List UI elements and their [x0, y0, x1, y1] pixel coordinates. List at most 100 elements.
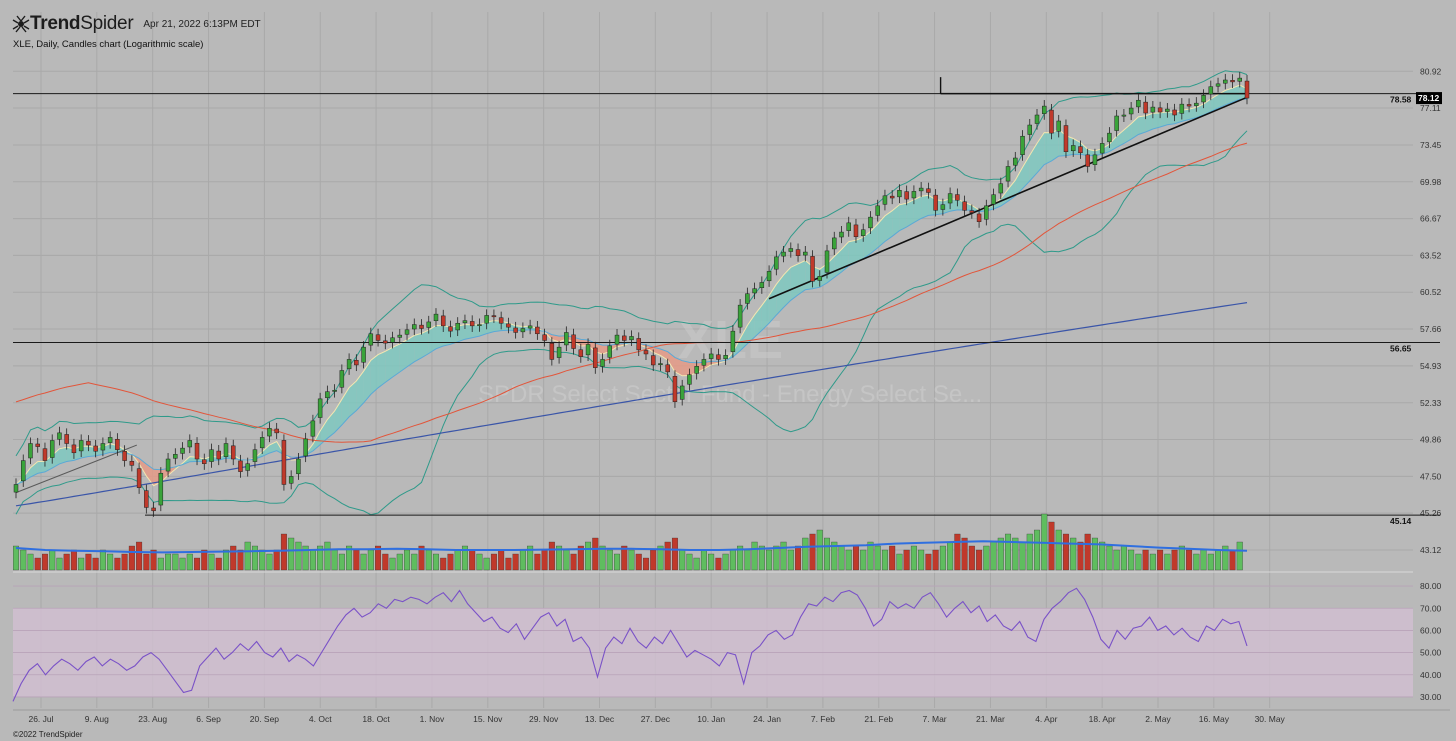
volume-bar — [679, 549, 686, 571]
candle-body — [1143, 101, 1148, 114]
candle-body — [136, 468, 142, 488]
candle-body — [904, 191, 909, 200]
watermark: XLE SPDR Select Sector Fund - Energy Sel… — [478, 310, 982, 408]
current-price-tag: 78.12 — [1416, 92, 1442, 105]
candle-body — [622, 335, 627, 341]
volume-bar — [577, 545, 584, 571]
volume-bar — [382, 553, 389, 571]
volume-bar — [280, 533, 287, 571]
candle-body — [469, 321, 475, 327]
volume-bar — [614, 553, 620, 571]
rsi-tick-label: 50.00 — [1420, 648, 1442, 658]
candle-body — [158, 472, 164, 506]
volume-bar — [519, 549, 526, 571]
volume-bar — [816, 529, 823, 571]
candle-body — [223, 443, 229, 457]
cloud-segment — [732, 338, 741, 357]
candle-body — [766, 271, 772, 282]
volume-bar — [1012, 537, 1019, 571]
candle-body — [875, 205, 880, 216]
candle-body — [1208, 86, 1214, 95]
date-tick-label: 2. May — [1145, 714, 1171, 724]
candle-body — [86, 440, 91, 446]
candle-body — [998, 183, 1004, 194]
candle-body — [180, 447, 185, 454]
volume-bar — [1070, 537, 1077, 571]
cloud-segment — [320, 419, 328, 445]
candle-body — [440, 315, 446, 327]
volume-bar — [737, 545, 744, 571]
candle-body — [897, 190, 902, 198]
price-tick-label: 80.92 — [1420, 66, 1442, 76]
cloud-segment — [1022, 155, 1030, 189]
volume-bar — [223, 549, 229, 571]
candle-body — [527, 325, 533, 329]
candle-body — [1157, 107, 1163, 113]
trendlines[interactable] — [15, 77, 1248, 494]
cloud-segment — [870, 224, 878, 254]
candle-body — [491, 315, 497, 318]
volume-bar — [722, 553, 729, 571]
volume-bar — [324, 541, 331, 571]
volume-bar — [1048, 521, 1055, 571]
cloud-segment — [877, 215, 885, 248]
cloud-segment — [1189, 107, 1197, 120]
cloud-segment — [653, 347, 661, 356]
candle-body — [274, 428, 279, 434]
volume-bar — [251, 545, 258, 571]
cloud-segment — [1015, 167, 1023, 197]
candle-body — [1237, 77, 1243, 82]
candle-body — [984, 205, 989, 220]
volume-bar — [230, 545, 237, 571]
candle-body — [165, 458, 171, 472]
rsi-tick-label: 80.00 — [1420, 581, 1442, 591]
volume-bar — [1186, 549, 1193, 571]
cloud-segment — [769, 284, 777, 324]
candle-body — [339, 370, 345, 388]
candle-body — [1150, 106, 1156, 113]
candle-body — [520, 328, 526, 333]
candle-body — [701, 359, 707, 366]
volume-bar — [838, 545, 845, 571]
candle-body — [745, 293, 750, 304]
candle-body — [940, 204, 946, 210]
candle-body — [658, 363, 663, 366]
volume-bar — [128, 545, 135, 571]
volume-bar — [20, 549, 27, 571]
date-tick-label: 15. Nov — [473, 714, 503, 724]
date-tick-label: 23. Aug — [138, 714, 167, 724]
cloud-segment — [855, 237, 864, 263]
volume-bar — [1171, 549, 1178, 571]
volume-bar — [367, 549, 374, 571]
candle-body — [368, 333, 374, 346]
candle-body — [1085, 154, 1090, 167]
volume-bar — [599, 545, 606, 571]
volume-bar — [121, 553, 128, 571]
candle-body — [1056, 120, 1061, 132]
candle-body — [991, 194, 996, 205]
cloud-segment — [30, 461, 38, 478]
grid-lines — [13, 12, 1450, 711]
candles — [13, 72, 1250, 517]
volume-bar — [92, 557, 99, 571]
volume-bar — [78, 557, 85, 571]
candle-body — [28, 443, 33, 459]
candle-body — [477, 324, 482, 326]
volume-bar — [1200, 549, 1207, 571]
volume-bar — [845, 549, 852, 571]
candle-body — [1114, 115, 1119, 131]
price-tick-label: 69.98 — [1420, 177, 1442, 187]
trendline — [15, 444, 138, 494]
volume-bar — [1055, 529, 1062, 571]
volume-bar — [172, 553, 179, 571]
candle-body — [687, 374, 692, 385]
cloud-segment — [472, 324, 480, 338]
candle-body — [1092, 154, 1098, 165]
candle-body — [346, 359, 352, 370]
volume-bar — [1077, 541, 1084, 571]
candle-body — [1005, 166, 1011, 182]
volume-bar — [831, 541, 838, 571]
copyright: ©2022 TrendSpider — [13, 730, 83, 739]
volume-bar — [976, 549, 983, 571]
